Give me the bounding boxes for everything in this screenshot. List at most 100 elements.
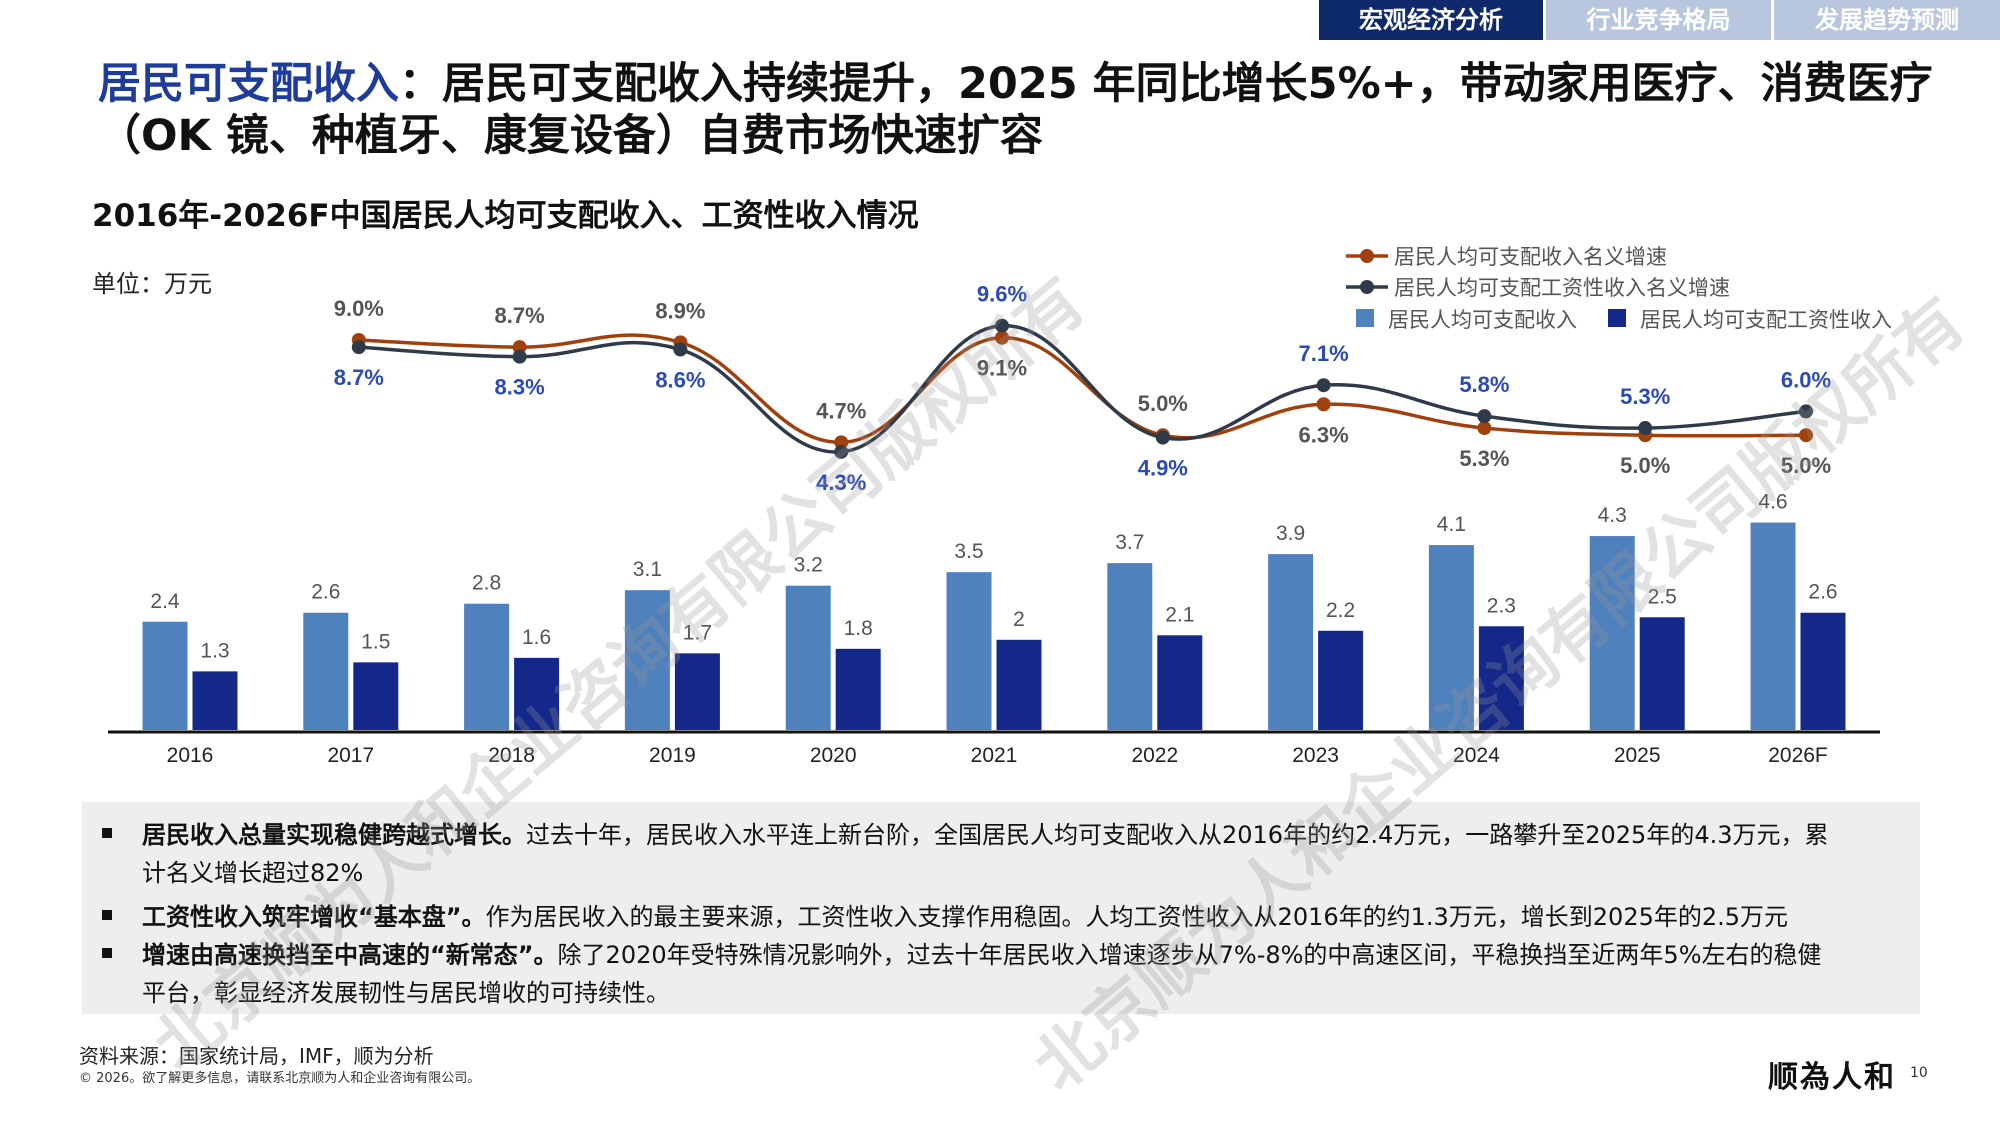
bar-disposable-income bbox=[1589, 536, 1635, 730]
bar-disposable-income bbox=[785, 585, 831, 730]
line-point bbox=[1316, 397, 1331, 412]
growth-label: 8.6% bbox=[655, 368, 705, 393]
line-point bbox=[512, 349, 527, 364]
summary-item-text: 除了2020年受特殊情况影响外，过去十年居民收入增速逐步从7%-8%的中高速区间… bbox=[557, 941, 1822, 969]
bar-wage-income bbox=[192, 671, 238, 730]
growth-label: 8.3% bbox=[495, 375, 545, 400]
growth-label: 5.0% bbox=[1138, 391, 1188, 416]
legend-label: 居民人均可支配收入 bbox=[1388, 308, 1577, 332]
bar-wage-income bbox=[1157, 635, 1203, 730]
bar-value-label: 3.9 bbox=[1276, 522, 1305, 545]
x-tick-label: 2016 bbox=[167, 744, 214, 767]
growth-label: 5.8% bbox=[1459, 372, 1509, 397]
summary-item: 增速由高速换挡至中高速的“新常态”。除了2020年受特殊情况影响外，过去十年居民… bbox=[102, 936, 1822, 1012]
summary-box: 居民收入总量实现稳健跨越式增长。过去十年，居民收入水平连上新台阶，全国居民人均可… bbox=[82, 802, 1920, 1014]
growth-label: 5.3% bbox=[1620, 384, 1670, 409]
summary-item-continuation: 平台，彰显经济发展韧性与居民增收的可持续性。 bbox=[142, 979, 670, 1007]
summary-item-lead: 工资性收入筑牢增收“基本盘”。 bbox=[142, 903, 486, 931]
line-point bbox=[1477, 421, 1492, 436]
legend-marker bbox=[1360, 280, 1374, 294]
legend-label: 居民人均可支配工资性收入 bbox=[1640, 308, 1892, 332]
tab-macro-economy[interactable]: 宏观经济分析 bbox=[1319, 0, 1543, 40]
bar-value-label: 4.6 bbox=[1758, 491, 1787, 514]
income-chart: 2.4 1.3 2016 2.6 1.5 2017 2.8 1.6 2018 3.1 1.7 2019… bbox=[108, 245, 1892, 767]
bar-wage-income bbox=[835, 648, 881, 730]
bar-value-label: 2.6 bbox=[1808, 581, 1837, 604]
legend-box-swatch bbox=[1608, 309, 1626, 327]
growth-label: 7.1% bbox=[1299, 341, 1349, 366]
labels-layer: 2.4 1.3 2016 2.6 1.5 2017 2.8 1.6 2018 3.1 1.7 2019… bbox=[150, 282, 1837, 767]
line-point bbox=[995, 330, 1009, 345]
summary-item: 居民收入总量实现稳健跨越式增长。过去十年，居民收入水平连上新台阶，全国居民人均可… bbox=[102, 816, 1829, 892]
chart-title: 2016年-2026F中国居民人均可支配收入、工资性收入情况 bbox=[92, 198, 919, 234]
bar-wage-income bbox=[353, 662, 399, 730]
growth-label: 8.7% bbox=[495, 303, 545, 328]
growth-label: 9.0% bbox=[334, 296, 384, 321]
bar-wage-income bbox=[514, 657, 560, 730]
bar-value-label: 1.8 bbox=[844, 617, 873, 640]
x-tick-label: 2017 bbox=[327, 744, 374, 767]
unit-label: 单位：万元 bbox=[92, 270, 212, 298]
bar-value-label: 3.2 bbox=[794, 554, 823, 577]
growth-label: 9.6% bbox=[977, 282, 1027, 307]
bar-disposable-income bbox=[464, 603, 510, 730]
bar-wage-income bbox=[996, 639, 1042, 730]
bar-value-label: 3.7 bbox=[1115, 531, 1144, 554]
x-tick-label: 2018 bbox=[488, 744, 535, 767]
summary-item-lead: 增速由高速换挡至中高速的“新常态”。 bbox=[142, 941, 558, 969]
line-point bbox=[834, 444, 849, 459]
bar-value-label: 4.3 bbox=[1598, 504, 1627, 527]
tab-industry-competition[interactable]: 行业竞争格局 bbox=[1546, 0, 1771, 40]
bar-disposable-income bbox=[303, 612, 349, 730]
line-point bbox=[1799, 428, 1813, 443]
line-point bbox=[995, 318, 1009, 333]
growth-label: 5.3% bbox=[1459, 446, 1509, 471]
bar-value-label: 2.1 bbox=[1165, 603, 1194, 626]
source-note: 资料来源：国家统计局，IMF，顺为分析 bbox=[79, 1044, 434, 1068]
x-tick-label: 2024 bbox=[1453, 744, 1500, 767]
page-title-main: ：居民可支配收入持续提升，2025 年同比增长5%+，带动家用医疗、消费医疗（O… bbox=[98, 59, 1933, 161]
bar-disposable-income bbox=[946, 572, 992, 730]
bar-value-label: 1.7 bbox=[683, 621, 712, 644]
x-tick-label: 2025 bbox=[1614, 744, 1661, 767]
legend-box-swatch bbox=[1356, 309, 1374, 327]
bar-value-label: 1.3 bbox=[200, 639, 229, 662]
line-wage-income-growth bbox=[358, 323, 1807, 454]
growth-label: 8.9% bbox=[655, 298, 705, 323]
legend-label: 居民人均可支配收入名义增速 bbox=[1394, 245, 1667, 269]
legend-marker bbox=[1360, 249, 1374, 263]
line-point bbox=[1799, 404, 1813, 419]
line-point bbox=[351, 340, 366, 355]
page-title-accent: 居民可支配收入 bbox=[98, 59, 399, 109]
copyright-note: © 2026。欲了解更多信息，请联系北京顺为人和企业咨询有限公司。 bbox=[79, 1071, 481, 1086]
bar-value-label: 1.6 bbox=[522, 626, 551, 649]
bar-disposable-income bbox=[1107, 563, 1153, 730]
growth-label: 8.7% bbox=[334, 365, 384, 390]
bar-wage-income bbox=[1639, 617, 1685, 730]
bar-disposable-income bbox=[1750, 522, 1796, 730]
tab-trend-forecast[interactable]: 发展趋势预测 bbox=[1774, 0, 2000, 40]
line-point bbox=[1477, 409, 1492, 424]
summary-item-text: 过去十年，居民收入水平连上新台阶，全国居民人均可支配收入从2016年的约2.4万… bbox=[526, 821, 1829, 849]
bar-disposable-income bbox=[142, 621, 188, 730]
growth-label: 9.1% bbox=[977, 356, 1027, 381]
bar-wage-income bbox=[1800, 612, 1846, 730]
bar-disposable-income bbox=[1268, 554, 1314, 730]
bar-value-label: 1.5 bbox=[361, 630, 390, 653]
bar-disposable-income bbox=[1428, 545, 1474, 730]
legend-label: 居民人均可支配工资性收入名义增速 bbox=[1394, 276, 1730, 300]
bar-value-label: 2.2 bbox=[1326, 599, 1355, 622]
bar-value-label: 4.1 bbox=[1437, 513, 1466, 536]
summary-item: 工资性收入筑牢增收“基本盘”。作为居民收入的最主要来源，工资性收入支撑作用稳固。… bbox=[102, 898, 1788, 936]
bar-wage-income bbox=[1318, 630, 1364, 730]
bar-wage-income bbox=[1478, 626, 1524, 730]
growth-label: 4.7% bbox=[816, 398, 866, 423]
line-point bbox=[1316, 378, 1331, 393]
growth-label: 6.3% bbox=[1299, 422, 1349, 447]
bar-value-label: 2 bbox=[1013, 608, 1025, 631]
brand-logo: 顺為人和 bbox=[1768, 1060, 1896, 1095]
bar-value-label: 2.6 bbox=[311, 581, 340, 604]
bar-value-label: 2.3 bbox=[1487, 594, 1516, 617]
growth-label: 4.3% bbox=[816, 470, 866, 495]
